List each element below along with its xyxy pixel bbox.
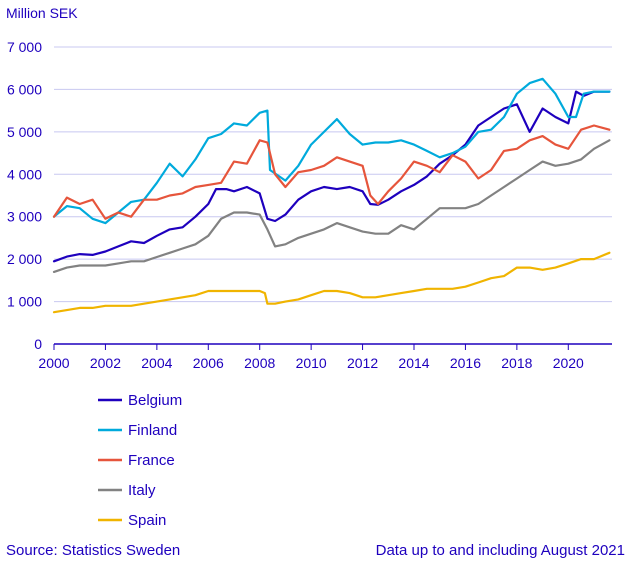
x-tick-label: 2002 bbox=[90, 355, 121, 371]
x-tick-label: 2012 bbox=[347, 355, 378, 371]
series-line-spain bbox=[52, 251, 611, 314]
x-tick-label: 2000 bbox=[38, 355, 69, 371]
legend: Belgium Finland France Italy Spain bbox=[98, 392, 182, 529]
series-lines bbox=[52, 77, 611, 314]
legend-label-italy: Italy bbox=[128, 482, 156, 499]
x-tick-label: 2010 bbox=[296, 355, 327, 371]
legend-label-belgium: Belgium bbox=[128, 392, 182, 409]
x-axis-ticks: 2000 2002 2004 2006 2008 2010 2012 2014 2016 2018… bbox=[38, 344, 584, 371]
x-tick-label: 2014 bbox=[398, 355, 429, 371]
series-line-france bbox=[52, 124, 611, 220]
y-tick-label: 2 000 bbox=[7, 251, 42, 267]
y-tick-label: 6 000 bbox=[7, 81, 42, 97]
x-tick-label: 2006 bbox=[193, 355, 224, 371]
y-axis-ticks: 0 1 000 2 000 3 000 4 000 5 000 6 000 7 000 bbox=[7, 39, 42, 352]
y-tick-label: 7 000 bbox=[7, 39, 42, 55]
legend-label-finland: Finland bbox=[128, 422, 177, 439]
x-tick-label: 2008 bbox=[244, 355, 275, 371]
y-tick-label: 5 000 bbox=[7, 124, 42, 140]
source-note: Source: Statistics Sweden bbox=[6, 542, 180, 559]
legend-label-spain: Spain bbox=[128, 512, 166, 529]
legend-label-france: France bbox=[128, 452, 175, 469]
y-tick-label: 0 bbox=[34, 336, 42, 352]
y-tick-label: 1 000 bbox=[7, 294, 42, 310]
series-line-belgium bbox=[52, 90, 611, 263]
y-tick-label: 4 000 bbox=[7, 166, 42, 182]
data-range-note: Data up to and including August 2021 bbox=[376, 542, 625, 559]
y-tick-label: 3 000 bbox=[7, 209, 42, 225]
series-line-italy bbox=[52, 139, 611, 273]
x-tick-label: 2016 bbox=[450, 355, 481, 371]
y-axis-label: Million SEK bbox=[6, 5, 78, 21]
x-tick-label: 2004 bbox=[141, 355, 172, 371]
x-tick-label: 2018 bbox=[501, 355, 532, 371]
series-line-finland bbox=[52, 77, 611, 225]
x-tick-label: 2020 bbox=[553, 355, 584, 371]
